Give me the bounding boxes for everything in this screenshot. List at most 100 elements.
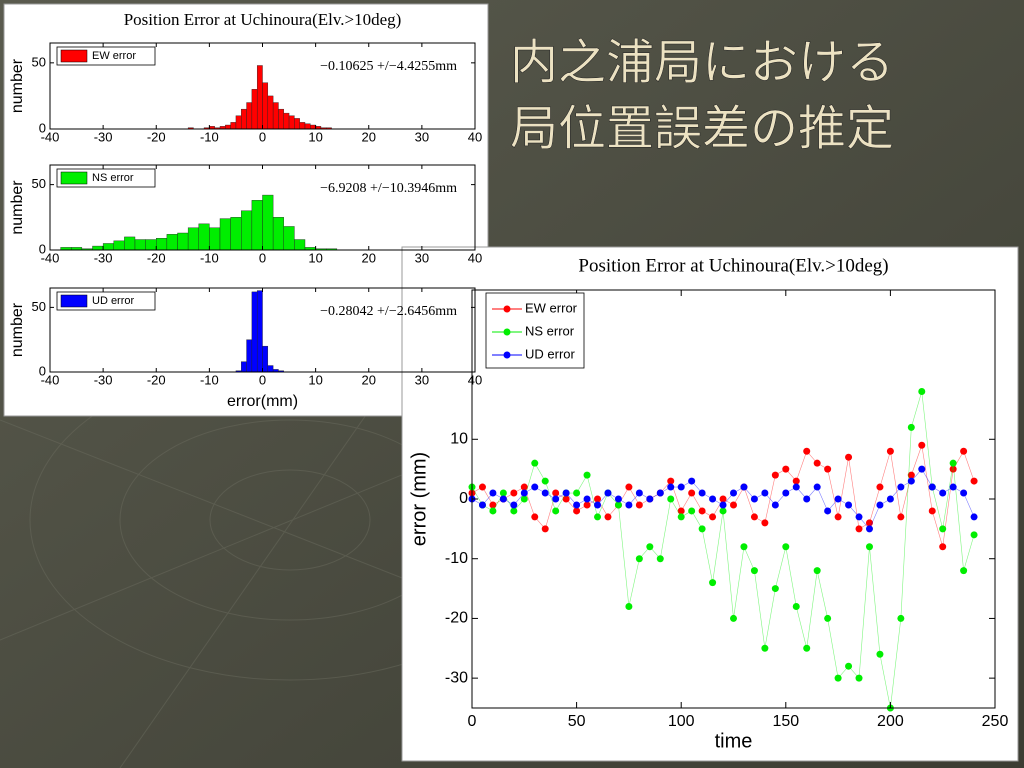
data-point bbox=[510, 507, 518, 515]
data-point bbox=[531, 483, 539, 491]
chart-title: Position Error at Uchinoura(Elv.>10deg) bbox=[578, 255, 888, 276]
histogram-bar bbox=[241, 361, 247, 373]
data-point bbox=[897, 513, 905, 521]
data-point bbox=[667, 483, 675, 491]
annotation: −0.10625 +/−4.4255mm bbox=[320, 59, 457, 74]
histogram-bar bbox=[241, 108, 247, 130]
x-tick-label: -40 bbox=[41, 129, 60, 144]
data-point bbox=[594, 501, 602, 509]
x-axis-label: error(mm) bbox=[227, 393, 298, 410]
data-point bbox=[761, 644, 769, 652]
y-tick-label: 0 bbox=[39, 120, 46, 135]
histogram-bar bbox=[283, 112, 290, 130]
histogram-bar bbox=[235, 115, 242, 130]
data-point bbox=[970, 513, 978, 521]
x-tick-label: -10 bbox=[200, 129, 219, 144]
data-point bbox=[886, 495, 894, 503]
data-point bbox=[531, 459, 539, 467]
data-point bbox=[552, 489, 560, 497]
histogram-bar bbox=[262, 82, 269, 130]
data-point bbox=[635, 555, 643, 563]
legend-marker bbox=[503, 351, 511, 359]
histogram-bar bbox=[124, 236, 136, 251]
data-point bbox=[907, 477, 915, 485]
data-point bbox=[510, 501, 518, 509]
legend-label: EW error bbox=[525, 300, 578, 315]
data-point bbox=[813, 567, 821, 575]
data-point bbox=[698, 507, 706, 515]
histogram-bar bbox=[187, 227, 199, 251]
x-tick-label: 10 bbox=[308, 250, 322, 265]
y-tick-label: -20 bbox=[445, 610, 468, 627]
annotation: −6.9208 +/−10.3946mm bbox=[320, 181, 457, 196]
x-tick-label: 30 bbox=[415, 250, 429, 265]
data-point bbox=[698, 489, 706, 497]
histogram-bar bbox=[256, 290, 263, 373]
data-point bbox=[520, 489, 528, 497]
x-tick-label: 30 bbox=[415, 129, 429, 144]
x-tick-label: -30 bbox=[94, 372, 113, 387]
x-tick-label: 0 bbox=[259, 250, 266, 265]
data-point bbox=[552, 507, 560, 515]
legend-marker bbox=[503, 328, 511, 336]
data-point bbox=[646, 543, 654, 551]
x-tick-label: 150 bbox=[772, 713, 799, 730]
data-point bbox=[625, 602, 633, 610]
data-point bbox=[688, 477, 696, 485]
data-point bbox=[489, 507, 497, 515]
data-point bbox=[782, 543, 790, 551]
data-point bbox=[677, 483, 685, 491]
histogram-bar bbox=[145, 239, 157, 251]
annotation: −0.28042 +/−2.6456mm bbox=[320, 304, 457, 319]
data-point bbox=[583, 501, 591, 509]
histogram-bar bbox=[294, 118, 300, 130]
y-tick-label: 50 bbox=[32, 299, 46, 314]
histogram-bar bbox=[272, 102, 279, 130]
data-point bbox=[552, 495, 560, 503]
y-tick-label: 0 bbox=[39, 241, 46, 256]
x-tick-label: -20 bbox=[147, 129, 166, 144]
data-point bbox=[949, 459, 957, 467]
data-point bbox=[750, 567, 758, 575]
data-point bbox=[834, 495, 842, 503]
data-point bbox=[541, 489, 549, 497]
x-tick-label: -30 bbox=[94, 250, 113, 265]
data-point bbox=[928, 483, 936, 491]
data-point bbox=[813, 459, 821, 467]
legend-label: NS error bbox=[525, 323, 575, 338]
data-point bbox=[604, 513, 612, 521]
x-tick-label: -40 bbox=[41, 250, 60, 265]
data-point bbox=[845, 501, 853, 509]
data-point bbox=[656, 489, 664, 497]
data-point bbox=[960, 489, 968, 497]
legend-label: UD error bbox=[92, 295, 135, 307]
y-tick-label: 50 bbox=[32, 54, 46, 69]
histogram-bar bbox=[166, 234, 178, 251]
data-point bbox=[531, 513, 539, 521]
histogram-bar bbox=[113, 240, 125, 251]
data-point bbox=[803, 495, 811, 503]
data-point bbox=[834, 674, 842, 682]
data-point bbox=[635, 501, 643, 509]
x-tick-label: 10 bbox=[308, 129, 322, 144]
data-point bbox=[771, 501, 779, 509]
data-point bbox=[970, 477, 978, 485]
x-tick-label: 250 bbox=[982, 713, 1009, 730]
histogram-bar bbox=[272, 217, 284, 251]
data-point bbox=[583, 495, 591, 503]
data-point bbox=[939, 525, 947, 533]
data-point bbox=[845, 453, 853, 461]
y-axis-label: number bbox=[9, 180, 26, 235]
data-point bbox=[614, 495, 622, 503]
data-point bbox=[709, 513, 717, 521]
histogram-bar bbox=[262, 194, 274, 251]
data-point bbox=[813, 483, 821, 491]
data-point bbox=[750, 495, 758, 503]
data-point bbox=[876, 483, 884, 491]
data-point bbox=[761, 489, 769, 497]
data-point bbox=[792, 477, 800, 485]
data-point bbox=[939, 543, 947, 551]
x-tick-label: 0 bbox=[468, 713, 477, 730]
data-point bbox=[688, 507, 696, 515]
histogram-bar bbox=[304, 123, 311, 130]
